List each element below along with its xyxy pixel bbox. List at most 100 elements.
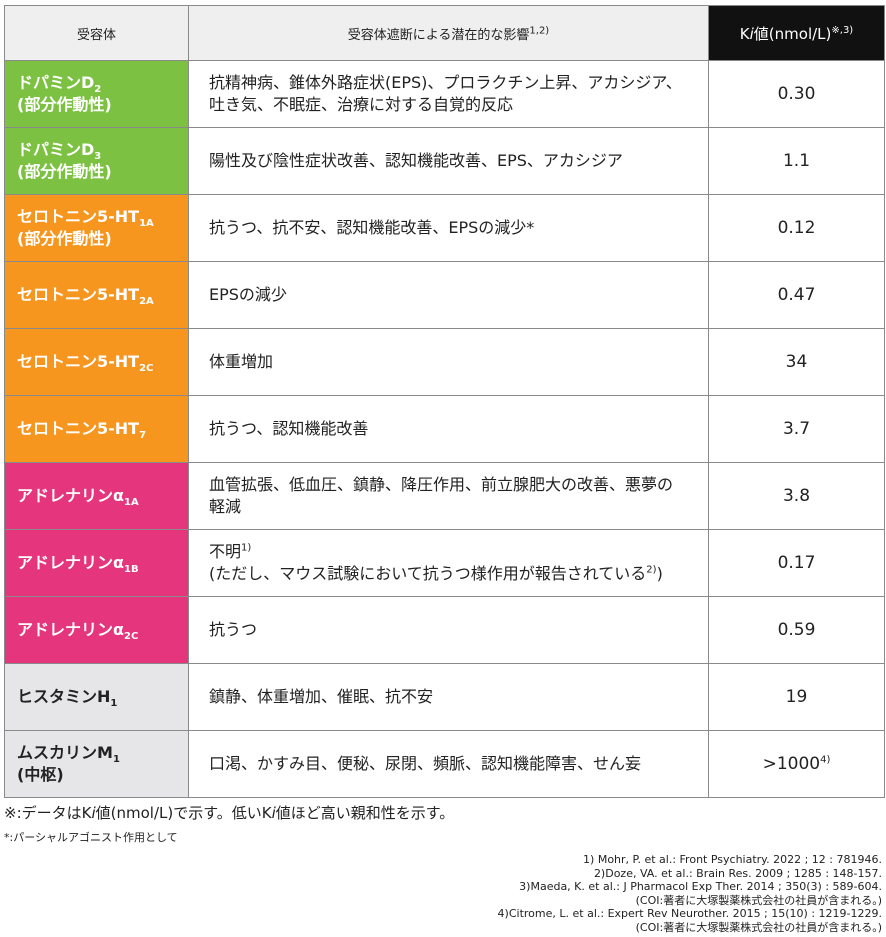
text: セロトニン5-HT xyxy=(17,352,140,371)
text: (ただし、マウス試験において抗うつ様作用が報告されている xyxy=(209,564,647,583)
effect-cell: 血管拡張、低血圧、鎮静、降圧作用、前立腺肥大の改善、悪夢の 軽減 xyxy=(188,462,709,530)
line: 鎮静、体重増加、催眠、抗不安 xyxy=(209,686,708,708)
line: セロトニン5-HT7 xyxy=(17,418,188,441)
line: ドパミンD3 xyxy=(17,139,188,163)
line: セロトニン5-HT2A xyxy=(17,284,188,308)
receptor-cell: セロトニン5-HT1A (部分作動性) xyxy=(4,194,189,262)
superscript: 2) xyxy=(646,564,657,576)
text: EPSの減少 xyxy=(209,285,287,304)
text: 0.47 xyxy=(777,285,816,305)
subscript: 2A xyxy=(139,296,154,308)
effect-cell: 体重増加 xyxy=(188,328,709,396)
effect-cell: 抗うつ、抗不安、認知機能改善、EPSの減少* xyxy=(188,194,709,262)
subscript: 1B xyxy=(124,564,139,576)
text: ) xyxy=(656,564,663,583)
superscript: 1) xyxy=(241,542,252,554)
table-row: セロトニン5-HT1A (部分作動性) 抗うつ、抗不安、認知機能改善、EPSの減少*… xyxy=(4,194,885,262)
subscript: 2C xyxy=(139,363,154,375)
receptor-cell: セロトニン5-HT2C xyxy=(4,328,189,396)
line: セロトニン5-HT2C xyxy=(17,351,188,375)
line: 抗うつ、抗不安、認知機能改善、EPSの減少* xyxy=(209,217,708,239)
line: 軽減 xyxy=(209,496,708,518)
text: >1000 xyxy=(762,754,821,774)
line: 血管拡張、低血圧、鎮静、降圧作用、前立腺肥大の改善、悪夢の xyxy=(209,474,708,496)
effect-cell: 抗うつ xyxy=(188,596,709,664)
text: セロトニン5-HT xyxy=(17,207,140,226)
table-row: ドパミンD3 (部分作動性) 陽性及び陰性症状改善、認知機能改善、EPS、アカシジア… xyxy=(4,127,885,195)
header-row: 受容体 受容体遮断による潜在的な影響1,2) Ki値(nmol/L)※,3) xyxy=(4,5,885,61)
line: 口渇、かすみ目、便秘、尿閉、頻脈、認知機能障害、せん妄 xyxy=(209,753,708,775)
reference: 4)Citrome, L. et al.: Expert Rev Neuroth… xyxy=(497,907,882,920)
line: 不明1) xyxy=(209,541,708,563)
text: 血管拡張、低血圧、鎮静、降圧作用、前立腺肥大の改善、悪夢の xyxy=(209,475,674,494)
line: 吐き気、不眠症、治療に対する自覚的反応 xyxy=(209,94,708,116)
effect-cell: 口渇、かすみ目、便秘、尿閉、頻脈、認知機能障害、せん妄 xyxy=(188,730,709,798)
receptor-cell: アドレナリンα1B xyxy=(4,529,189,597)
subscript: 1 xyxy=(112,754,120,766)
text: 抗うつ、認知機能改善 xyxy=(209,419,369,438)
ki-cell: 1.1 xyxy=(708,127,885,195)
header-effect: 受容体遮断による潜在的な影響1,2) xyxy=(188,5,709,61)
ki-cell: 34 xyxy=(708,328,885,396)
line: EPSの減少 xyxy=(209,284,708,306)
reference: (COI:著者に大塚製薬株式会社の社員が含まれる。) xyxy=(635,920,882,934)
ki-cell: 0.59 xyxy=(708,596,885,664)
asterisk-note: *:パーシャルアゴニスト作用として xyxy=(4,831,178,844)
text: (部分作動性) xyxy=(17,162,112,181)
effect-cell: EPSの減少 xyxy=(188,261,709,329)
ki-cell: 0.30 xyxy=(708,60,885,128)
line: ドパミンD2 xyxy=(17,72,188,96)
text: 受容体 xyxy=(76,27,116,43)
subscript: 3 xyxy=(94,151,102,163)
receptor-cell: セロトニン5-HT2A xyxy=(4,261,189,329)
text: セロトニン5-HT xyxy=(17,285,140,304)
italic: i xyxy=(91,804,96,822)
table-row: アドレナリンα2C 抗うつ 0.59 xyxy=(4,596,885,664)
text: アドレナリンα xyxy=(17,486,124,505)
references: 1) Mohr, P. et al.: Front Psychiatry. 20… xyxy=(498,853,882,934)
italic: i xyxy=(271,804,276,822)
line: 陽性及び陰性症状改善、認知機能改善、EPS、アカシジア xyxy=(209,150,708,172)
receptor-cell: ヒスタミンH1 xyxy=(4,663,189,731)
text: ムスカリンM xyxy=(17,743,113,762)
text: 不明 xyxy=(209,542,242,561)
effect-cell: 鎮静、体重増加、催眠、抗不安 xyxy=(188,663,709,731)
text: アドレナリンα xyxy=(17,620,124,639)
table-row: アドレナリンα1A 血管拡張、低血圧、鎮静、降圧作用、前立腺肥大の改善、悪夢の 軽減… xyxy=(4,462,885,530)
text: ドパミンD xyxy=(17,140,95,159)
text: (部分作動性) xyxy=(17,229,112,248)
line: (中枢) xyxy=(17,764,188,786)
receptor-cell: アドレナリンα2C xyxy=(4,596,189,664)
line: (部分作動性) xyxy=(17,94,188,116)
table-row: ドパミンD2 (部分作動性) 抗精神病、錐体外路症状(EPS)、プロラクチン上昇、ア… xyxy=(4,60,885,128)
text: 0.59 xyxy=(777,620,816,640)
text: 3.8 xyxy=(782,486,811,506)
ki-cell: 0.47 xyxy=(708,261,885,329)
subscript: 2 xyxy=(94,84,102,96)
table-row: セロトニン5-HT2A EPSの減少 0.47 xyxy=(4,261,885,329)
text: 1.1 xyxy=(782,151,811,171)
table-row: ヒスタミンH1 鎮静、体重増加、催眠、抗不安 19 xyxy=(4,663,885,731)
table-row: ムスカリンM1 (中枢) 口渇、かすみ目、便秘、尿閉、頻脈、認知機能障害、せん妄 >1… xyxy=(4,730,885,798)
header-ki: Ki値(nmol/L)※,3) xyxy=(708,5,885,61)
text: 抗うつ xyxy=(209,620,258,639)
text: 軽減 xyxy=(209,497,242,516)
text: 口渇、かすみ目、便秘、尿閉、頻脈、認知機能障害、せん妄 xyxy=(209,754,642,773)
text: 値(nmol/L)で示す。低いK xyxy=(95,804,272,822)
ki-cell: 3.7 xyxy=(708,395,885,463)
receptor-cell: アドレナリンα1A xyxy=(4,462,189,530)
reference: 1) Mohr, P. et al.: Front Psychiatry. 20… xyxy=(583,853,882,866)
ki-cell: 3.8 xyxy=(708,462,885,530)
line: (ただし、マウス試験において抗うつ様作用が報告されている2)) xyxy=(209,563,708,585)
text: ヒスタミンH xyxy=(17,687,111,706)
line: ムスカリンM1 xyxy=(17,742,188,766)
line: ヒスタミンH1 xyxy=(17,686,188,709)
text: ドパミンD xyxy=(17,73,95,92)
receptor-cell: ドパミンD2 (部分作動性) xyxy=(4,60,189,128)
reference: 3)Maeda, K. et al.: J Pharmacol Exp Ther… xyxy=(519,880,882,893)
ki-cell: 0.17 xyxy=(708,529,885,597)
reference: 2)Doze, VA. et al.: Brain Res. 2009 ; 12… xyxy=(593,866,882,880)
text: 受容体遮断による潜在的な影響 xyxy=(347,27,530,43)
line: (部分作動性) xyxy=(17,228,188,250)
